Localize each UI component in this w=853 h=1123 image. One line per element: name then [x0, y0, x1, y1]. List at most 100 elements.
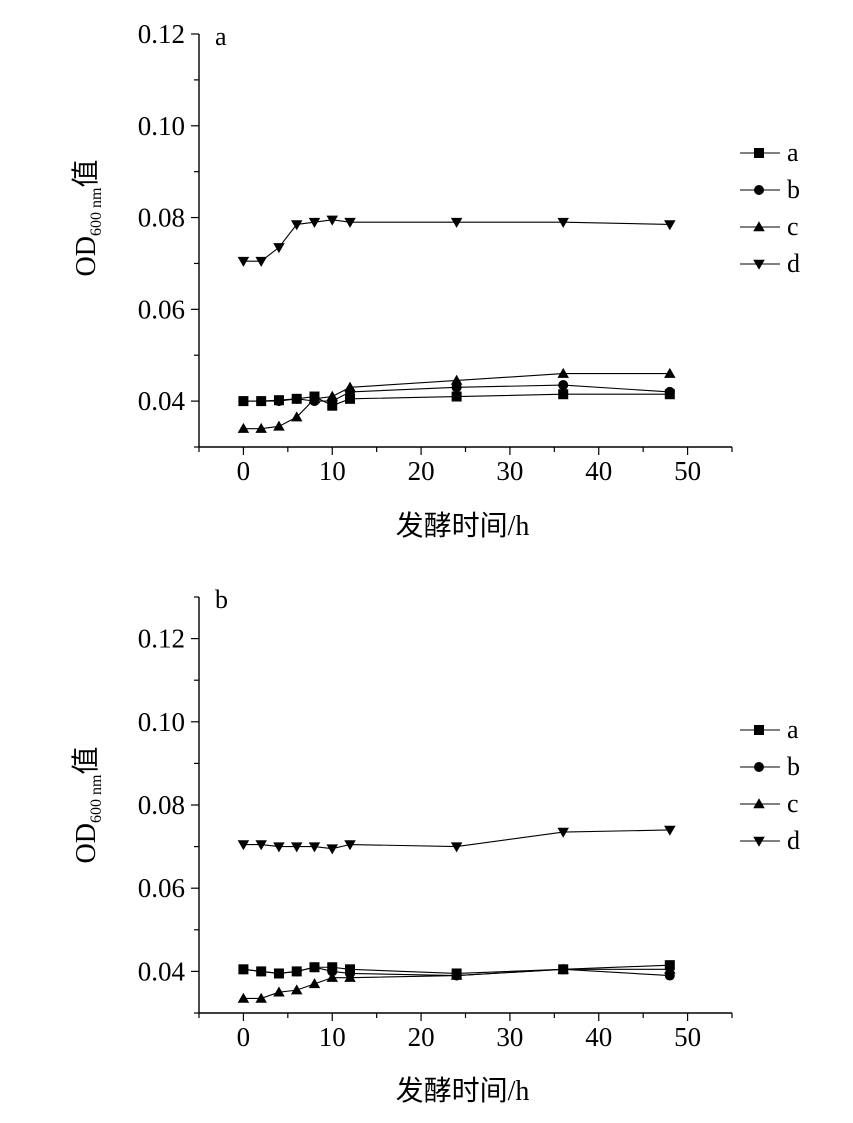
legend-marker: [754, 762, 764, 772]
y-tick-label: 0.06: [138, 294, 185, 324]
x-axis-title: 发酵时间/h: [396, 1075, 530, 1107]
data-point-c: [273, 986, 285, 997]
data-point-b: [273, 396, 284, 407]
series-d: [237, 215, 676, 267]
data-point-b: [273, 968, 284, 979]
y-axis-title-main: OD: [71, 823, 102, 863]
y-tick-label: 0.08: [138, 790, 185, 820]
data-point-d: [308, 842, 321, 853]
x-tick-label: 50: [674, 1022, 701, 1052]
legend-label: a: [787, 715, 799, 744]
data-point-c: [450, 374, 463, 385]
data-point-d: [290, 220, 303, 231]
panel-label: a: [215, 22, 227, 51]
data-point-d: [664, 220, 676, 231]
data-point-c: [344, 381, 356, 392]
legend-item-d: d: [740, 826, 800, 855]
legend-item-c: c: [740, 789, 799, 818]
x-tick-label: 40: [585, 1022, 612, 1052]
series-c: [237, 367, 676, 433]
series-line-d: [243, 219, 670, 262]
data-point-d: [290, 842, 303, 853]
legend-item-a: a: [740, 715, 799, 744]
data-point-b: [238, 396, 249, 407]
series-d: [237, 825, 676, 855]
data-point-d: [237, 256, 250, 267]
legend-item-d: d: [740, 249, 800, 278]
data-point-c: [255, 422, 267, 433]
y-axis-title: OD600 nm值: [70, 160, 105, 277]
data-point-c: [273, 420, 285, 431]
y-tick-label: 0.08: [138, 203, 185, 233]
data-point-c: [255, 992, 267, 1003]
legend-label: c: [787, 789, 799, 818]
data-point-c: [326, 971, 338, 982]
data-point-d: [273, 243, 285, 254]
data-point-d: [664, 825, 676, 836]
series-line-c: [243, 373, 670, 430]
y-tick-label: 0.10: [138, 111, 185, 141]
data-point-b: [256, 966, 267, 977]
data-point-d: [308, 217, 321, 228]
series-c: [237, 963, 676, 1003]
series-line-d: [243, 829, 670, 850]
data-point-c: [237, 422, 250, 433]
data-point-d: [344, 217, 356, 228]
x-tick-label: 10: [319, 456, 346, 486]
legend-label: c: [787, 212, 799, 241]
legend-label: b: [787, 752, 800, 781]
legend-marker: [753, 259, 765, 270]
data-point-d: [237, 840, 250, 851]
y-tick-label: 0.12: [138, 624, 185, 654]
y-tick-label: 0.10: [138, 707, 185, 737]
data-point-a: [451, 391, 462, 402]
data-point-b: [558, 380, 569, 391]
legend-marker: [753, 836, 765, 847]
x-tick-label: 20: [408, 456, 435, 486]
x-tick-label: 10: [319, 1022, 346, 1052]
data-point-c: [450, 969, 463, 980]
y-axis-title-suffix: 值: [70, 160, 102, 188]
data-point-c: [557, 963, 569, 974]
data-point-b: [291, 393, 302, 404]
data-point-c: [237, 992, 250, 1003]
y-axis-title-subscript: 600 nm: [88, 774, 105, 823]
data-point-d: [326, 844, 338, 855]
y-tick-label: 0.04: [138, 386, 186, 416]
legend-item-b: b: [740, 175, 800, 204]
data-point-a: [345, 393, 356, 404]
y-axis-title: OD600 nm值: [70, 747, 105, 864]
legend-label: d: [787, 249, 800, 278]
x-tick-label: 0: [237, 456, 251, 486]
y-tick-label: 0.04: [138, 956, 186, 986]
x-tick-label: 30: [496, 1022, 523, 1052]
data-point-b: [309, 962, 320, 973]
data-point-c: [290, 984, 303, 995]
data-point-b: [256, 396, 267, 407]
data-point-c: [308, 393, 321, 404]
series-line-b: [243, 384, 670, 402]
data-point-c: [664, 367, 676, 378]
legend-marker: [753, 798, 765, 809]
data-point-d: [326, 215, 338, 226]
y-axis-title-main: OD: [71, 236, 102, 276]
y-axis-title-subscript: 600 nm: [88, 187, 105, 236]
data-point-c: [557, 367, 569, 378]
data-point-c: [664, 963, 676, 974]
legend-marker: [754, 725, 764, 735]
x-axis-title: 发酵时间/h: [396, 510, 530, 542]
data-point-b: [451, 382, 462, 393]
data-point-d: [557, 827, 569, 838]
y-tick-label: 0.06: [138, 873, 185, 903]
legend-item-c: c: [740, 212, 799, 241]
x-tick-label: 0: [237, 1022, 251, 1052]
legend-label: d: [787, 826, 800, 855]
data-point-d: [255, 840, 267, 851]
data-point-a: [558, 389, 569, 400]
legend-item-b: b: [740, 752, 800, 781]
data-point-b: [291, 966, 302, 977]
data-point-d: [450, 217, 463, 228]
